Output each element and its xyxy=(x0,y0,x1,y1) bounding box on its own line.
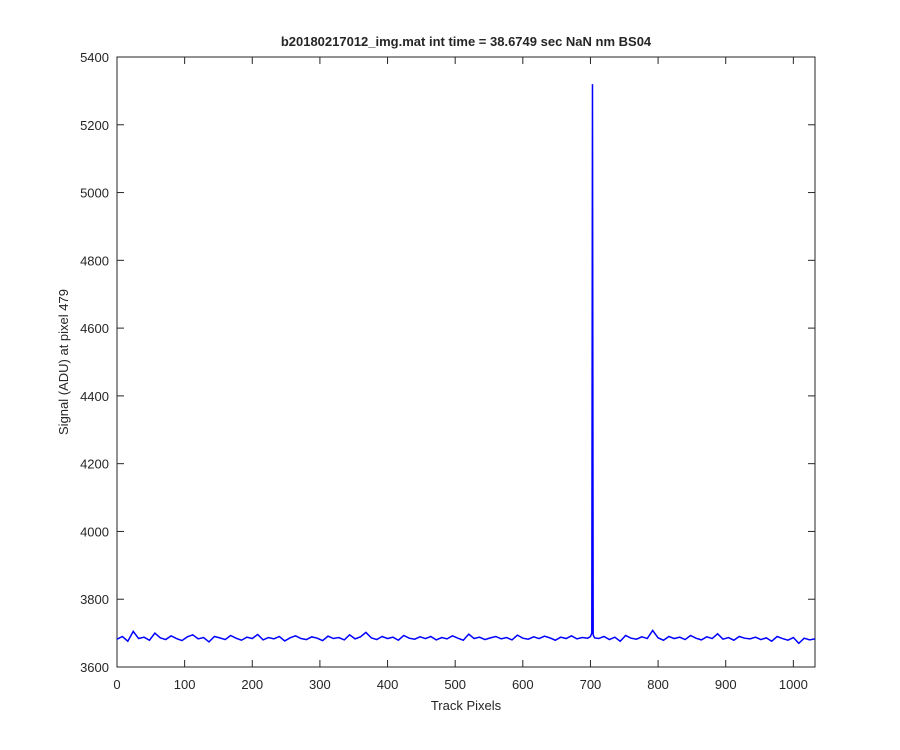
x-tick-label: 200 xyxy=(241,677,263,692)
x-tick-label: 400 xyxy=(377,677,399,692)
chart-title: b20180217012_img.mat int time = 38.6749 … xyxy=(281,34,652,49)
x-tick-label: 100 xyxy=(174,677,196,692)
x-tick-label: 900 xyxy=(715,677,737,692)
plot-box xyxy=(116,56,816,668)
x-tick-label: 800 xyxy=(647,677,669,692)
y-tick-label: 5400 xyxy=(80,50,109,65)
y-tick-label: 3800 xyxy=(80,592,109,607)
y-tick-label: 4200 xyxy=(80,457,109,472)
y-tick-label: 3600 xyxy=(80,660,109,675)
y-tick-label: 4400 xyxy=(80,389,109,404)
x-axis-label: Track Pixels xyxy=(431,698,502,713)
x-tick-label: 1000 xyxy=(779,677,808,692)
x-tick-label: 0 xyxy=(113,677,120,692)
y-tick-label: 5000 xyxy=(80,186,109,201)
x-tick-label: 500 xyxy=(444,677,466,692)
y-tick-label: 4000 xyxy=(80,524,109,539)
x-tick-label: 600 xyxy=(512,677,534,692)
data-line xyxy=(116,84,816,645)
y-tick-label: 4600 xyxy=(80,321,109,336)
x-tick-label: 700 xyxy=(580,677,602,692)
y-axis-label: Signal (ADU) at pixel 479 xyxy=(56,289,71,435)
x-tick-label: 300 xyxy=(309,677,331,692)
y-tick-label: 5200 xyxy=(80,118,109,133)
y-tick-label: 4800 xyxy=(80,253,109,268)
